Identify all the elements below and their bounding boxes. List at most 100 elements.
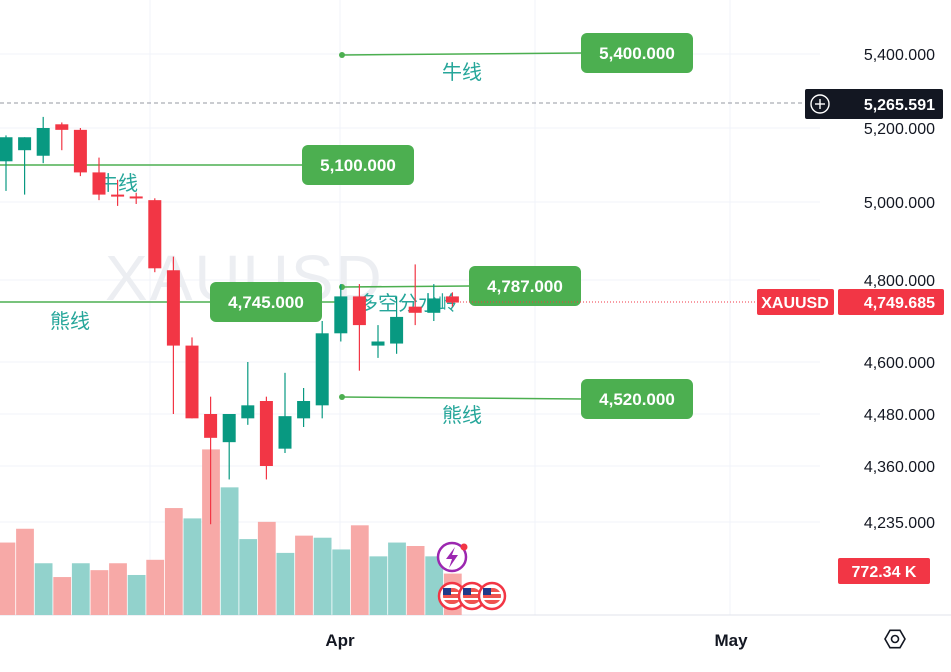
level-line-4520 xyxy=(341,396,583,400)
us-flag-stripe-w xyxy=(443,598,461,600)
settings-hexagon-icon[interactable] xyxy=(884,629,906,649)
candle-body[interactable] xyxy=(73,129,87,173)
candle-body[interactable] xyxy=(371,341,385,346)
volume-bar xyxy=(109,563,127,615)
level-pill-5100-label: 5,100.000 xyxy=(320,156,396,175)
price-tick-label: 5,400.000 xyxy=(864,47,935,64)
level-caption-4520: 熊线 xyxy=(442,403,482,427)
us-flag-canton xyxy=(463,588,471,595)
us-flag-stripe-w xyxy=(463,598,481,600)
volume-tag-value: 772.34 K xyxy=(852,564,917,581)
candle-body[interactable] xyxy=(427,298,441,313)
volume-bar xyxy=(332,549,351,615)
candle-body[interactable] xyxy=(185,345,199,419)
us-flag-stripe-w xyxy=(443,592,461,594)
candle-body[interactable] xyxy=(55,124,69,130)
candle-body[interactable] xyxy=(259,401,273,466)
volume-bar xyxy=(350,525,369,615)
level-pill-4520-label: 4,520.000 xyxy=(599,390,675,409)
candle-body[interactable] xyxy=(36,128,50,156)
level-pill-4745[interactable] xyxy=(210,282,322,322)
us-flag-canton xyxy=(443,588,451,595)
level-line-4787 xyxy=(341,285,471,288)
candle-body[interactable] xyxy=(111,194,125,197)
volume-bar xyxy=(127,574,146,615)
volume-bar xyxy=(164,508,183,615)
us-flag-canton xyxy=(483,588,491,595)
level-caption-4745: 熊线 xyxy=(50,309,90,333)
settings-hexagon-icon-center xyxy=(890,634,900,644)
candle-body[interactable] xyxy=(278,416,292,449)
volume-bar xyxy=(0,542,16,615)
candle-body[interactable] xyxy=(92,172,106,195)
plus-circle-icon[interactable] xyxy=(810,94,830,114)
volume-bar xyxy=(146,559,165,615)
candle-body[interactable] xyxy=(445,296,459,303)
volume-bar xyxy=(53,577,72,615)
volume-bar xyxy=(295,535,313,615)
price-tick-label: 5,000.000 xyxy=(864,195,935,212)
volume-bar xyxy=(257,521,276,615)
level-pill-4787-label: 4,787.000 xyxy=(487,277,563,296)
time-tick-label: May xyxy=(714,631,748,650)
volume-bar xyxy=(369,556,388,615)
event-notify-dot xyxy=(460,543,468,551)
price-tick-label: 4,235.000 xyxy=(864,515,935,532)
volume-bar xyxy=(90,570,109,615)
candle-body[interactable] xyxy=(129,196,143,199)
level-anchor-4520 xyxy=(339,394,345,400)
crosshair-price-tag[interactable] xyxy=(805,89,943,119)
volume-bar xyxy=(16,528,34,615)
volume-bar xyxy=(183,518,202,615)
candle-body[interactable] xyxy=(390,316,404,344)
volume-bar xyxy=(34,563,53,615)
candlesticks[interactable] xyxy=(0,116,459,525)
lightning-bolt-glyph xyxy=(446,547,458,568)
crosshair-price-value: 5,265.591 xyxy=(864,97,935,114)
volume-bars xyxy=(0,449,462,615)
price-tick-label: 4,800.000 xyxy=(864,273,935,290)
candle-body[interactable] xyxy=(18,137,32,151)
volume-bar xyxy=(239,539,258,615)
level-line-5400 xyxy=(341,52,583,56)
candle-body[interactable] xyxy=(204,414,218,438)
level-caption-5400: 牛线 xyxy=(442,60,482,84)
level-pill-5400[interactable] xyxy=(581,33,693,73)
level-pill-4745-label: 4,745.000 xyxy=(228,293,304,312)
price-tick-label: 4,360.000 xyxy=(864,459,935,476)
candle-body[interactable] xyxy=(0,137,13,162)
price-tick-label: 4,600.000 xyxy=(864,355,935,372)
level-pill-5400-label: 5,400.000 xyxy=(599,44,675,63)
volume-bar xyxy=(276,552,295,615)
volume-bar xyxy=(313,537,332,615)
symbol-tag-label: XAUUSD xyxy=(761,295,829,312)
candle-body[interactable] xyxy=(408,306,422,313)
time-axis[interactable]: Apr May xyxy=(325,629,906,650)
level-caption-4787: 多空分水岭 xyxy=(358,291,458,315)
candle-body[interactable] xyxy=(148,200,162,269)
candle-body[interactable] xyxy=(241,405,255,419)
level-anchor-4787 xyxy=(339,284,345,290)
us-flag-stripe-w xyxy=(483,592,501,594)
level-pill-4520[interactable] xyxy=(581,379,693,419)
level-lines[interactable]: 5,400.000牛线5,100.000牛线4,787.000多空分水岭4,74… xyxy=(0,33,693,427)
volume-bar xyxy=(202,449,220,615)
price-tick-label: 5,200.000 xyxy=(864,121,935,138)
us-flag-stripe-w xyxy=(483,598,501,600)
level-pill-5100[interactable] xyxy=(302,145,414,185)
candle-body[interactable] xyxy=(334,296,348,334)
candle-body[interactable] xyxy=(315,333,329,406)
candle-body[interactable] xyxy=(352,296,366,326)
us-flag-stripe-w xyxy=(463,592,481,594)
candle-body[interactable] xyxy=(297,401,311,419)
current-price-tag xyxy=(838,289,944,315)
volume-bar xyxy=(71,563,90,615)
symbol-price-tag xyxy=(757,289,834,315)
current-price-value: 4,749.685 xyxy=(864,295,935,312)
volume-tag xyxy=(838,558,930,584)
candle-body[interactable] xyxy=(166,270,180,346)
level-pill-4787[interactable] xyxy=(469,266,581,306)
candle-body[interactable] xyxy=(222,414,236,443)
price-axis[interactable]: 5,400.000 5,200.000 5,000.000 4,800.000 4,60… xyxy=(757,47,944,584)
